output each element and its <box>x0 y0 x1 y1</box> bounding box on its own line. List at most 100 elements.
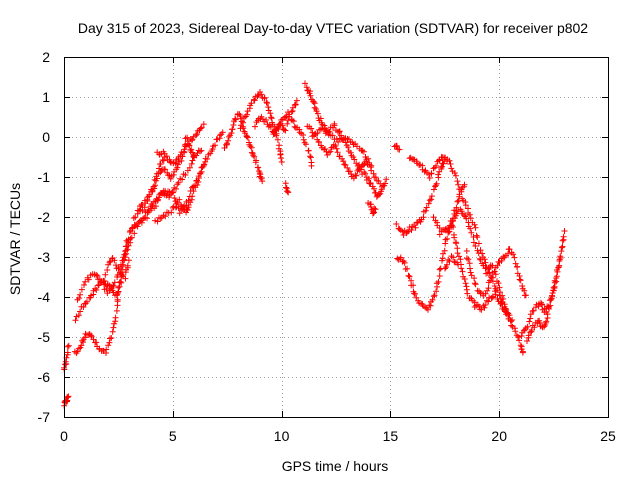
data-point <box>102 271 109 278</box>
data-point <box>447 218 454 224</box>
data-point <box>442 236 449 243</box>
data-trajectory <box>442 253 462 272</box>
data-point <box>559 243 566 250</box>
data-point <box>265 107 272 114</box>
data-point <box>561 228 568 234</box>
data-point <box>499 292 506 299</box>
data-point <box>472 243 479 249</box>
data-point <box>436 266 443 273</box>
data-point <box>85 276 92 283</box>
data-point <box>491 268 498 275</box>
data-point <box>451 170 458 176</box>
data-point <box>433 288 440 295</box>
data-point <box>525 332 532 339</box>
data-point <box>497 289 504 296</box>
data-point <box>326 128 333 135</box>
data-point <box>257 174 264 181</box>
data-point <box>78 342 85 349</box>
data-point <box>458 265 465 272</box>
data-point <box>435 278 442 285</box>
data-point <box>543 318 550 325</box>
data-point <box>473 232 480 239</box>
data-point <box>244 134 251 141</box>
data-point <box>98 278 105 285</box>
data-point <box>436 231 443 238</box>
data-point <box>464 290 471 297</box>
data-trajectory <box>463 246 529 299</box>
data-point <box>72 317 79 324</box>
data-point <box>517 342 524 349</box>
data-point <box>194 182 201 188</box>
data-point <box>329 132 336 139</box>
data-point <box>522 292 529 299</box>
data-point <box>444 261 450 268</box>
data-point <box>462 280 469 287</box>
data-point <box>111 279 118 286</box>
data-point <box>178 203 185 210</box>
data-point <box>184 134 191 141</box>
data-point <box>526 318 533 325</box>
data-point <box>441 247 448 254</box>
data-point <box>425 200 432 207</box>
data-point <box>327 148 334 155</box>
data-point <box>308 162 315 169</box>
data-point <box>285 189 292 196</box>
data-point <box>558 248 565 255</box>
data-point <box>113 262 119 269</box>
x-tick-label: 20 <box>491 428 507 444</box>
data-point <box>184 207 191 214</box>
data-point <box>103 346 110 353</box>
data-point <box>346 168 353 175</box>
data-point <box>107 286 114 293</box>
data-point <box>333 145 340 152</box>
data-point <box>240 119 247 126</box>
data-point <box>224 140 230 147</box>
data-point <box>130 215 137 221</box>
data-trajectory <box>365 200 379 217</box>
data-point <box>118 272 125 279</box>
y-tick-label: -4 <box>38 289 51 305</box>
data-point <box>491 283 498 289</box>
data-point <box>495 280 502 287</box>
data-point <box>118 279 125 286</box>
data-point <box>80 339 87 346</box>
data-point <box>512 260 519 267</box>
data-point <box>255 164 262 171</box>
data-point <box>77 291 84 298</box>
data-point <box>557 254 564 261</box>
data-point <box>132 214 139 221</box>
data-trajectory <box>182 134 197 160</box>
chart-title: Day 315 of 2023, Sidereal Day-to-day VTE… <box>78 20 588 36</box>
data-point <box>225 137 232 144</box>
data-point <box>198 124 205 131</box>
data-point <box>423 204 430 211</box>
y-tick-label: 2 <box>42 49 50 65</box>
data-point <box>148 186 155 193</box>
data-trajectory <box>102 255 132 282</box>
data-point <box>355 166 362 173</box>
data-point <box>370 170 377 177</box>
data-point <box>255 92 262 98</box>
data-point <box>351 156 358 163</box>
data-point <box>156 165 162 172</box>
data-point <box>76 345 82 352</box>
data-point <box>168 209 175 216</box>
data-point <box>454 198 461 205</box>
data-point <box>258 91 265 98</box>
y-tick-label: -2 <box>38 209 51 225</box>
data-point <box>160 157 167 164</box>
data-point <box>396 226 403 233</box>
data-point <box>126 229 133 235</box>
data-point <box>429 296 436 303</box>
data-point <box>450 254 457 261</box>
data-point <box>197 170 204 177</box>
data-point <box>303 141 309 148</box>
data-point <box>171 195 178 202</box>
data-point <box>377 180 384 187</box>
data-point <box>243 133 250 140</box>
data-point <box>152 203 159 210</box>
data-point <box>114 291 121 298</box>
data-point <box>406 273 413 280</box>
data-point <box>106 259 113 266</box>
data-series-p802 <box>61 80 568 409</box>
